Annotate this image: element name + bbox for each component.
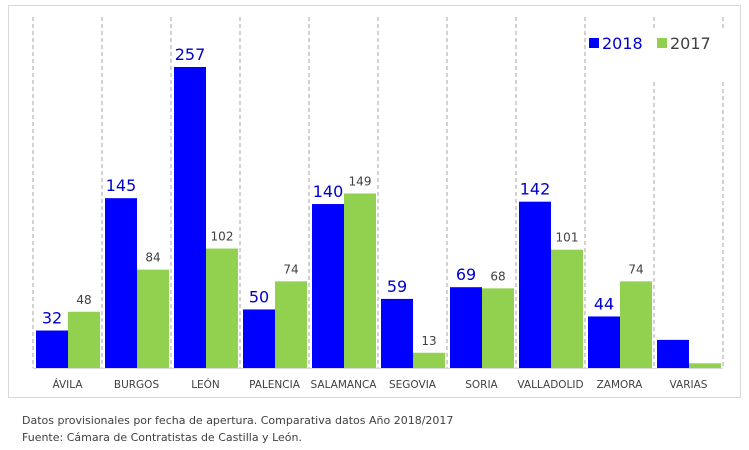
bar-2017 xyxy=(68,311,100,368)
bar-2017 xyxy=(620,281,652,368)
bar-chart: ÁVILA 32 48 BURGOS 145 84 LEÓN 257 102 PALENCIA 50… xyxy=(32,17,724,391)
data-label-2017: 74 xyxy=(628,262,643,276)
bar-2018 xyxy=(243,309,275,368)
x-tick-label: BURGOS xyxy=(114,379,160,391)
bar-2018 xyxy=(588,316,620,368)
legend-swatch-2017 xyxy=(657,38,667,48)
bar-2018 xyxy=(450,287,482,368)
data-label-2018: 142 xyxy=(520,180,551,199)
data-label-2017: 102 xyxy=(211,230,234,244)
x-tick-label: VARIAS xyxy=(670,379,708,391)
x-tick-label: ÁVILA xyxy=(52,378,83,391)
data-label-2018: 50 xyxy=(249,287,269,306)
legend-label-2018: 2018 xyxy=(602,34,643,53)
bar-2017 xyxy=(689,363,721,368)
x-tick-label: SORIA xyxy=(465,379,498,391)
data-label-2018: 140 xyxy=(313,182,344,201)
bar-2018 xyxy=(105,198,137,368)
bar-2017 xyxy=(413,352,445,368)
bar-2018 xyxy=(36,330,68,368)
chart-frame xyxy=(8,5,741,398)
bar-2018 xyxy=(174,67,206,368)
bar-2018 xyxy=(312,204,344,368)
x-tick-label: PALENCIA xyxy=(249,379,301,391)
bar-2017 xyxy=(482,288,514,368)
data-label-2017: 13 xyxy=(421,334,436,348)
data-label-2018: 69 xyxy=(456,265,476,284)
x-tick-label: SEGOVIA xyxy=(389,379,437,391)
bar-2017 xyxy=(551,249,583,368)
data-label-2017: 68 xyxy=(490,269,505,283)
data-label-2017: 101 xyxy=(556,231,579,245)
x-tick-label: SALAMANCA xyxy=(311,379,378,391)
x-tick-label: LEÓN xyxy=(191,378,220,391)
data-label-2018: 44 xyxy=(594,294,614,313)
bar-2018 xyxy=(519,201,551,368)
bar-2018 xyxy=(381,298,413,368)
bar-2017 xyxy=(206,248,238,368)
bar-2017 xyxy=(275,281,307,368)
data-label-2018: 32 xyxy=(42,309,62,328)
data-label-2017: 149 xyxy=(349,174,372,188)
footer-note: Datos provisionales por fecha de apertur… xyxy=(22,414,454,427)
x-tick-label: ZAMORA xyxy=(597,379,644,391)
data-label-2018: 59 xyxy=(387,277,407,296)
footer-source: Fuente: Cámara de Contratistas de Castil… xyxy=(22,431,302,444)
legend-swatch-2018 xyxy=(589,38,599,48)
data-label-2017: 48 xyxy=(76,293,91,307)
data-label-2018: 257 xyxy=(175,45,206,64)
bar-2017 xyxy=(137,269,169,368)
legend-label-2017: 2017 xyxy=(670,34,711,53)
data-label-2017: 84 xyxy=(145,251,160,265)
bar-2017 xyxy=(344,193,376,368)
x-tick-label: VALLADOLID xyxy=(517,379,583,391)
data-label-2017: 74 xyxy=(283,262,298,276)
bar-2018 xyxy=(657,339,689,368)
data-label-2018: 145 xyxy=(106,176,137,195)
